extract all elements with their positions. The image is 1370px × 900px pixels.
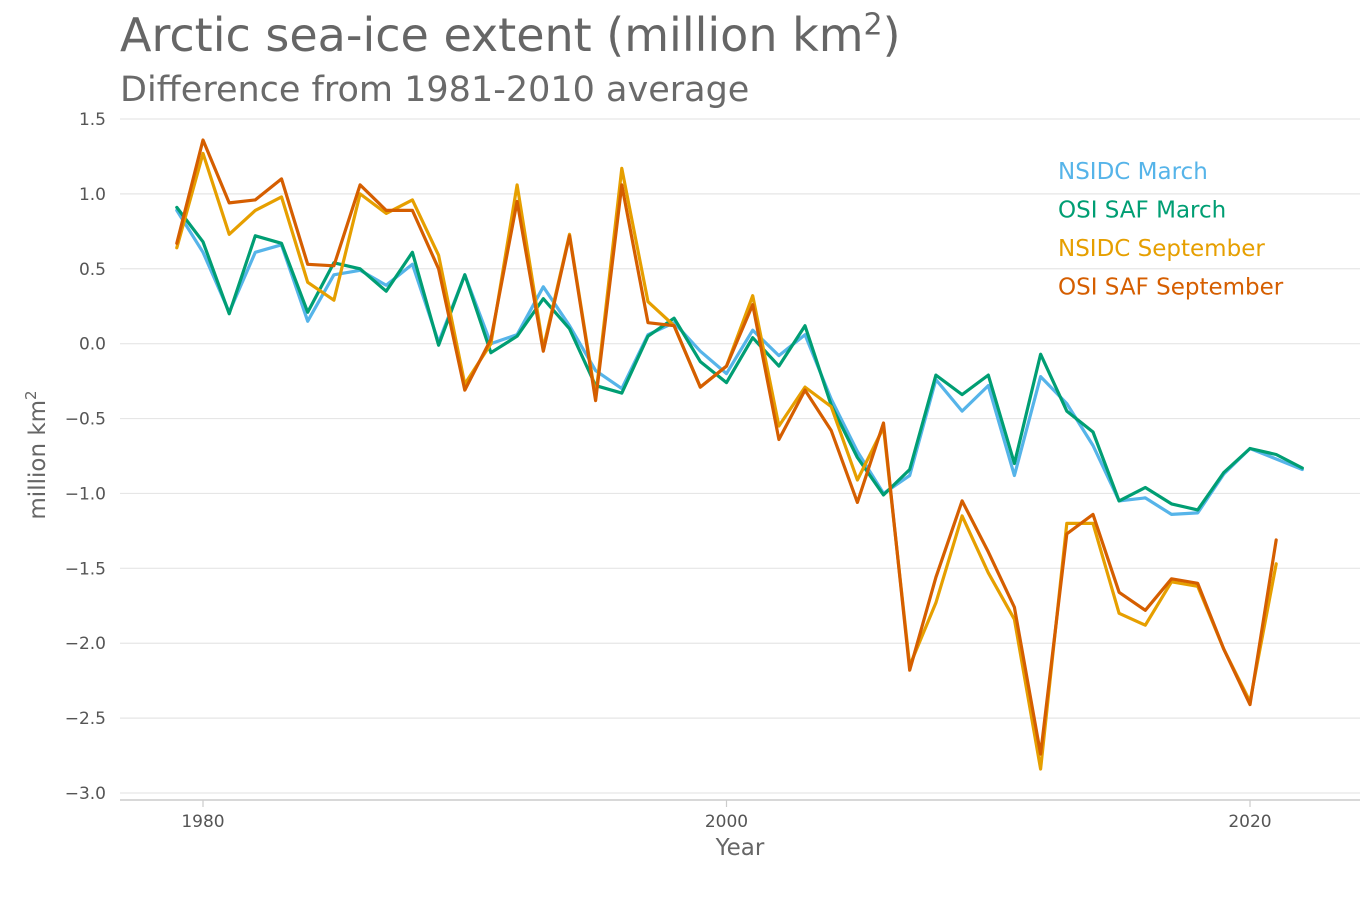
chart-title-end: )	[882, 8, 901, 62]
legend: NSIDC March OSI SAF March NSIDC September O…	[1058, 159, 1284, 301]
legend-item: NSIDC March	[1058, 159, 1208, 185]
y-tick-label: −3.0	[65, 784, 106, 804]
y-axis-ticks: 1.5 1.0 0.5 0.0 −0.5 −1.0 −1.5 −2.0 −2.5 −3.0	[65, 110, 106, 804]
y-tick-label: 1.0	[79, 185, 106, 205]
chart-title: Arctic sea-ice extent (million km2)	[120, 8, 901, 62]
legend-item: OSI SAF September	[1058, 275, 1284, 301]
y-tick-label: −1.5	[65, 559, 106, 579]
legend-item: NSIDC September	[1058, 236, 1265, 262]
gridlines	[120, 118, 1360, 794]
chart-subtitle: Difference from 1981-2010 average	[120, 70, 750, 110]
y-tick-label: −0.5	[65, 410, 106, 430]
y-tick-label: 0.5	[79, 260, 106, 280]
x-axis-title: Year	[715, 835, 765, 861]
y-tick-label: 0.0	[79, 335, 106, 355]
y-axis-title-text: million km	[25, 400, 51, 520]
y-tick-label: −2.0	[65, 634, 106, 654]
series-line-osi-saf-september	[175, 138, 1278, 756]
x-tick-label: 1980	[181, 812, 224, 832]
chart-title-text: Arctic sea-ice extent (million km	[120, 8, 864, 62]
y-axis-title: million km2	[22, 390, 51, 519]
legend-item: OSI SAF March	[1058, 198, 1226, 224]
x-tick-label: 2020	[1228, 812, 1271, 832]
y-tick-label: 1.5	[79, 110, 106, 130]
y-tick-label: −2.5	[65, 709, 106, 729]
y-axis-title-superscript: 2	[22, 390, 40, 400]
chart-title-superscript: 2	[863, 7, 883, 43]
x-axis-ticks: 1980 2000 2020	[181, 800, 1272, 832]
y-tick-label: −1.0	[65, 484, 106, 504]
series-lines	[175, 138, 1304, 771]
x-tick-label: 2000	[705, 812, 748, 832]
series-line-osi-saf-march	[175, 205, 1304, 512]
